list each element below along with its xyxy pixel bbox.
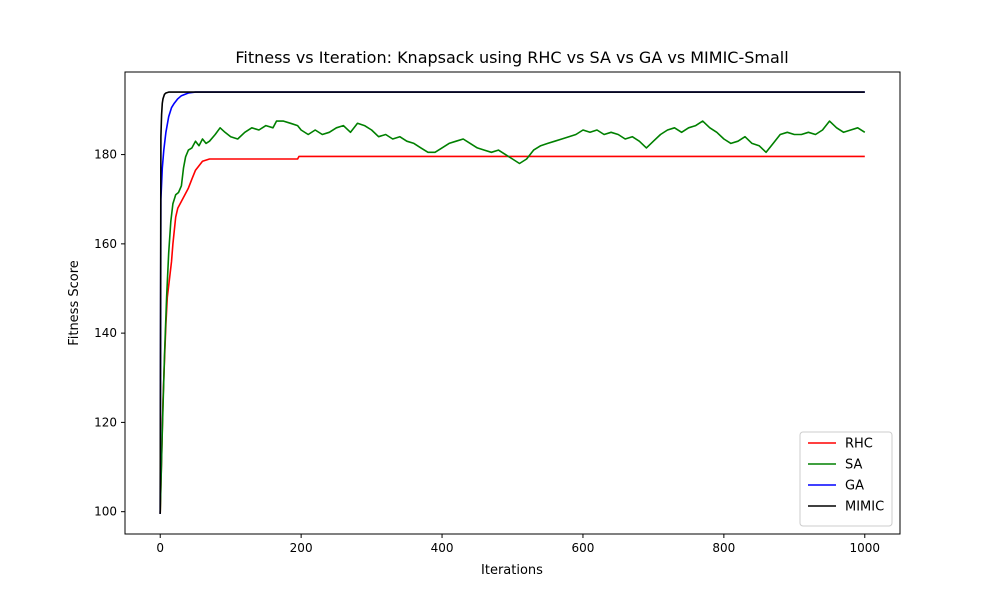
x-tick-label: 1000 bbox=[849, 541, 880, 555]
x-tick-label: 400 bbox=[431, 541, 454, 555]
x-tick-label: 200 bbox=[290, 541, 313, 555]
legend-box bbox=[799, 431, 893, 527]
legend-label-rhc: RHC bbox=[845, 437, 873, 452]
y-axis-label: Fitness Score bbox=[67, 260, 82, 346]
series-line-rhc bbox=[159, 155, 865, 514]
x-axis: 0 200 400 600 800 1000 bbox=[156, 534, 880, 555]
y-tick-label: 100 bbox=[94, 505, 117, 519]
plot-area bbox=[124, 71, 901, 535]
series-line-mimic bbox=[159, 91, 865, 514]
series-line-sa bbox=[159, 120, 866, 514]
x-tick-label: 600 bbox=[572, 541, 595, 555]
series-line-ga bbox=[159, 91, 865, 514]
legend-label-sa: SA bbox=[845, 458, 862, 473]
legend: RHC SA GA MIMIC bbox=[799, 431, 893, 527]
y-tick-label: 180 bbox=[94, 148, 117, 162]
y-tick-label: 140 bbox=[94, 326, 117, 340]
y-tick-label: 120 bbox=[94, 415, 117, 429]
chart-title: Fitness vs Iteration: Knapsack using RHC… bbox=[235, 48, 788, 67]
y-axis: 100 120 140 160 180 bbox=[94, 148, 125, 519]
y-tick-label: 160 bbox=[94, 237, 117, 251]
series-layer bbox=[159, 91, 866, 514]
x-tick-label: 0 bbox=[156, 541, 164, 555]
x-tick-label: 800 bbox=[712, 541, 735, 555]
x-axis-label: Iterations bbox=[481, 563, 543, 578]
legend-label-mimic: MIMIC bbox=[845, 500, 884, 515]
legend-label-ga: GA bbox=[845, 479, 864, 494]
